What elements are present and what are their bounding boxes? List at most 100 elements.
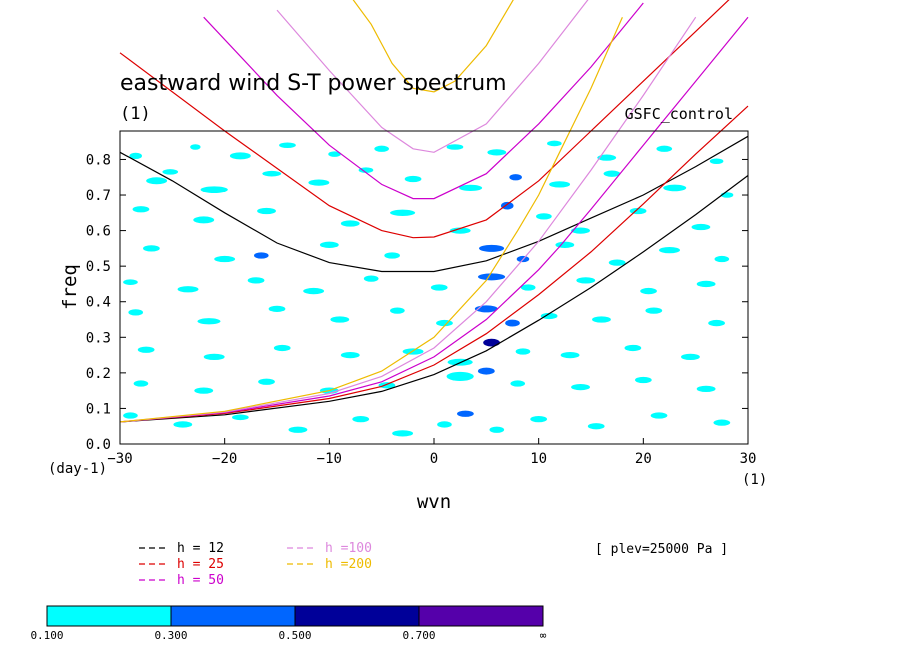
contour-patch <box>162 169 179 175</box>
contour-patch <box>384 252 400 259</box>
contour-patch <box>640 287 657 295</box>
dispersion-curve-h100 <box>119 16 697 423</box>
contour-patch <box>681 353 700 360</box>
title-units: (1) <box>120 104 151 124</box>
contour-patch <box>457 410 474 417</box>
contour-patch <box>358 167 374 173</box>
contour-patch <box>560 351 580 359</box>
y-axis-label: freq <box>59 264 81 310</box>
contour-patch <box>624 344 642 352</box>
colorbar-tick-label: 0.100 <box>30 629 63 642</box>
contour-patch <box>132 206 150 213</box>
contour-patch <box>489 426 505 433</box>
colorbar-segment <box>418 605 544 627</box>
contour-patch <box>650 412 668 419</box>
contour-patch <box>549 181 571 188</box>
legend-label: h = 50 <box>177 573 224 588</box>
contour-patch <box>576 277 596 284</box>
contour-patch <box>437 421 452 428</box>
contour-patch <box>483 338 500 347</box>
contour-patch <box>190 144 201 150</box>
power-contour-patches <box>123 140 734 437</box>
dispersion-curve-h12 <box>119 175 749 423</box>
dispersion-curve-h50 <box>119 16 749 423</box>
contour-patch <box>587 423 605 430</box>
contour-patch <box>430 284 448 291</box>
x-tick-label: −10 <box>317 451 342 467</box>
contour-patch <box>509 174 522 181</box>
contour-patch <box>390 209 416 216</box>
contour-patch <box>597 154 617 161</box>
contour-patch <box>709 158 724 165</box>
contour-patch <box>696 280 716 288</box>
contour-patch <box>459 184 483 192</box>
contour-patch <box>540 312 558 320</box>
contour-patch <box>247 277 265 284</box>
plev-annotation: [ plev=25000 Pa ] <box>595 542 728 557</box>
colorbar-segment <box>46 605 172 627</box>
contour-patch <box>231 414 249 421</box>
colorbar-segment <box>170 605 296 627</box>
contour-patch <box>659 247 680 254</box>
dispersion-curve-h12 <box>119 135 749 273</box>
y-tick-label: 0.7 <box>86 188 111 204</box>
contour-patch <box>229 152 251 160</box>
contour-patch <box>479 244 505 252</box>
contour-patch <box>477 367 495 375</box>
contour-patch <box>203 353 225 360</box>
colorbar-tick-label: ∞ <box>540 629 547 642</box>
contour-patch <box>279 142 296 149</box>
dispersion-curves <box>119 0 749 423</box>
contour-patch <box>515 348 531 355</box>
contour-patch <box>603 170 621 177</box>
x-tick-label: 20 <box>635 451 652 467</box>
y-units-label: (day-1) <box>48 461 107 477</box>
colorbar: 0.100 0.300 0.500 0.700 ∞ <box>30 605 547 642</box>
x-tick-label: −30 <box>107 451 132 467</box>
dispersion-curve-h50 <box>203 2 644 200</box>
contour-patch <box>177 286 199 293</box>
contour-patch <box>273 344 291 352</box>
contour-patch <box>390 307 405 314</box>
x-axis-label: wvn <box>417 491 451 513</box>
contour-patch <box>446 371 474 381</box>
contour-patch <box>330 316 350 323</box>
contour-patch <box>571 383 590 391</box>
contour-patch <box>505 319 520 327</box>
contour-patch <box>258 378 275 385</box>
contour-patch <box>173 421 193 428</box>
contour-patch <box>477 273 506 281</box>
contour-patch <box>536 213 552 220</box>
contour-patch <box>446 144 464 150</box>
colorbar-tick-label: 0.700 <box>402 629 435 642</box>
contour-patch <box>363 275 379 282</box>
axis-ticks: −30 −20 −10 0 10 20 30 0.0 0.1 0.2 0.3 0.4 0.5 0.6 0.7… <box>86 152 757 467</box>
y-tick-label: 0.5 <box>86 259 111 275</box>
colorbar-tick-label: 0.500 <box>278 629 311 642</box>
contour-patch <box>137 346 155 353</box>
legend-label: h = 25 <box>177 557 224 572</box>
contour-patch <box>547 140 562 147</box>
contour-patch <box>340 351 360 359</box>
contour-patch <box>129 152 142 160</box>
legend-label: h =200 <box>325 557 372 572</box>
contour-patch <box>123 412 138 419</box>
contour-patch <box>500 201 514 210</box>
y-tick-label: 0.8 <box>86 152 111 168</box>
dispersion-curve-h25 <box>119 105 749 423</box>
contour-patch <box>510 380 526 387</box>
contour-patch <box>143 245 160 252</box>
contour-patch <box>308 179 330 186</box>
y-tick-label: 0.4 <box>86 295 111 311</box>
y-tick-label: 0.0 <box>86 437 111 453</box>
contour-patch <box>268 305 286 312</box>
contour-patch <box>214 255 236 263</box>
contour-patch <box>328 151 341 157</box>
contour-patch <box>713 419 731 426</box>
contour-patch <box>708 319 725 327</box>
contour-patch <box>592 316 611 323</box>
contour-patch <box>146 177 168 185</box>
contour-patch <box>520 284 536 291</box>
